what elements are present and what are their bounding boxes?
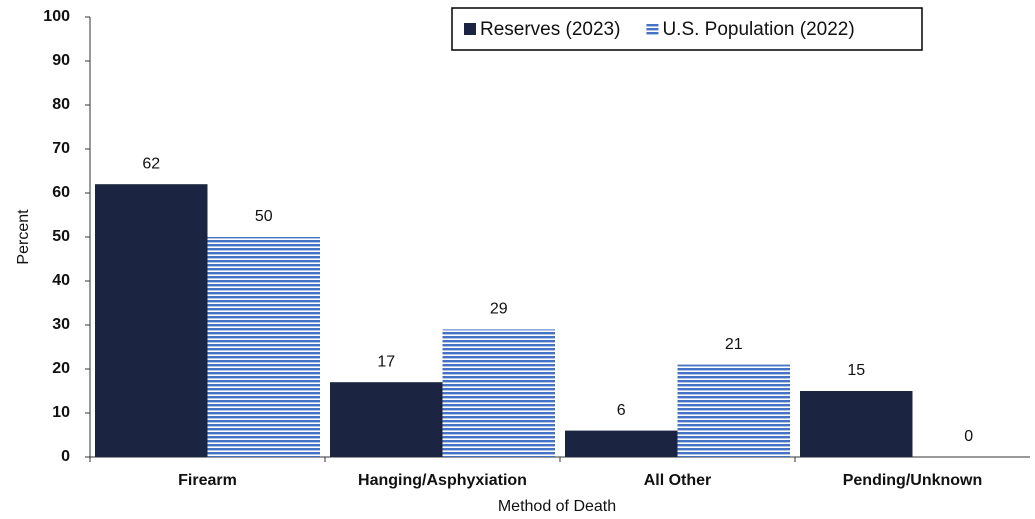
x-tick-label: Firearm [178,472,237,489]
value-label: 17 [377,353,395,370]
x-tick-label: Pending/Unknown [843,472,983,489]
value-label: 62 [142,155,160,172]
y-tick-label: 40 [52,272,70,289]
y-tick-label: 30 [52,316,70,333]
bar [95,184,208,457]
y-tick-label: 20 [52,360,70,377]
x-axis-title: Method of Death [498,498,616,515]
y-tick-label: 0 [61,448,70,465]
y-tick-label: 60 [52,184,70,201]
legend-swatch [464,23,476,35]
bar [442,329,555,457]
legend-label: U.S. Population (2022) [662,19,854,40]
y-tick-label: 90 [52,52,70,69]
value-label: 15 [847,362,865,379]
bar [800,391,913,457]
value-label: 6 [617,402,626,419]
legend-label: Reserves (2023) [480,19,620,40]
x-tick-label: Hanging/Asphyxiation [358,472,527,489]
value-label: 21 [725,336,743,353]
y-axis-title: Percent [15,209,32,265]
y-tick-label: 80 [52,96,70,113]
y-tick-label: 100 [43,8,70,25]
y-tick-label: 70 [52,140,70,157]
value-label: 0 [964,428,973,445]
value-label: 29 [490,301,508,318]
bar [207,237,320,457]
bar [330,382,443,457]
y-tick-label: 10 [52,404,70,421]
legend-box [451,7,923,51]
y-tick-label: 50 [52,228,70,245]
bar [565,430,678,457]
x-tick-label: All Other [644,472,712,489]
bar [677,364,790,457]
value-label: 50 [255,208,273,225]
legend-swatch [646,23,659,35]
